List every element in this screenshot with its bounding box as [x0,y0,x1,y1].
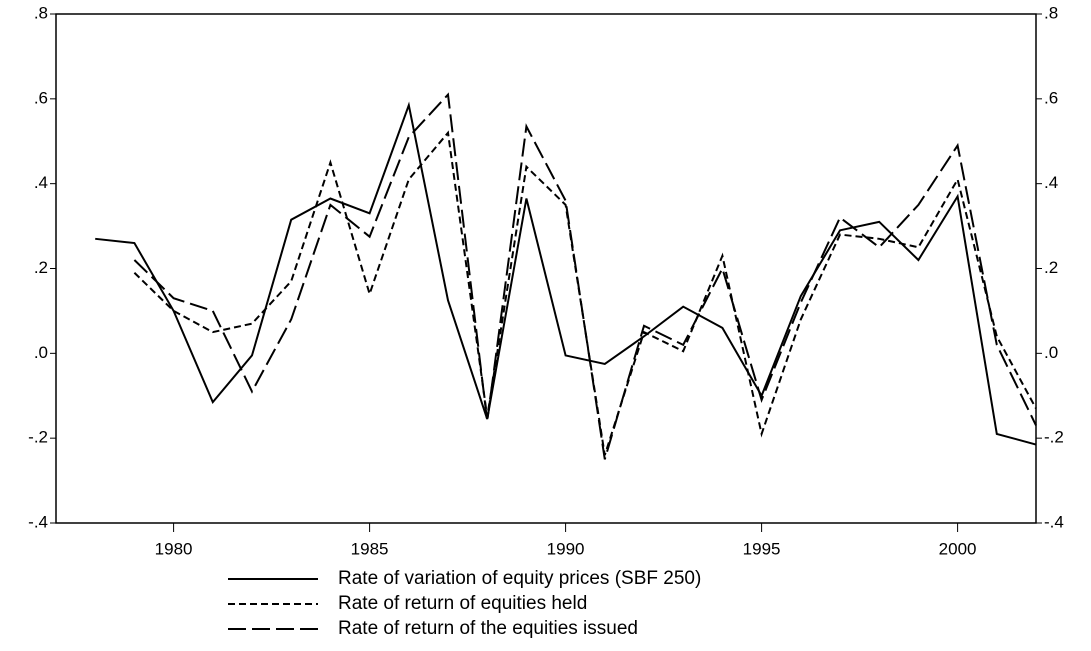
line-series [133,130,1037,456]
y-tick-label: .6 [34,88,48,107]
y-tick-label: -.2 [28,428,48,447]
line-series [95,101,1037,446]
y-tick-label: .4 [34,173,48,192]
legend-label: Rate of return of equities held [338,593,587,614]
line-series [133,92,1037,460]
y2-tick-label: .8 [1044,3,1058,22]
y-tick-label: .0 [34,343,48,362]
plot-frame [55,13,1037,524]
y2-tick-label: -.4 [1044,512,1064,531]
y2-tick-label: -.2 [1044,428,1064,447]
legend-label: Rate of variation of equity prices (SBF … [338,568,701,589]
y2-tick-label: .6 [1044,88,1058,107]
x-tick-label: 1985 [351,539,389,558]
y-tick-label: .8 [34,3,48,22]
x-tick-label: 2000 [939,539,977,558]
y2-tick-label: .2 [1044,258,1058,277]
x-tick-label: 1995 [743,539,781,558]
y-tick-label: -.4 [28,512,48,531]
x-tick-label: 1980 [155,539,193,558]
x-tick-label: 1990 [547,539,585,558]
y2-tick-label: .0 [1044,343,1058,362]
legend-label: Rate of return of the equities issued [338,618,638,639]
y2-tick-label: .4 [1044,173,1058,192]
y-tick-label: .2 [34,258,48,277]
